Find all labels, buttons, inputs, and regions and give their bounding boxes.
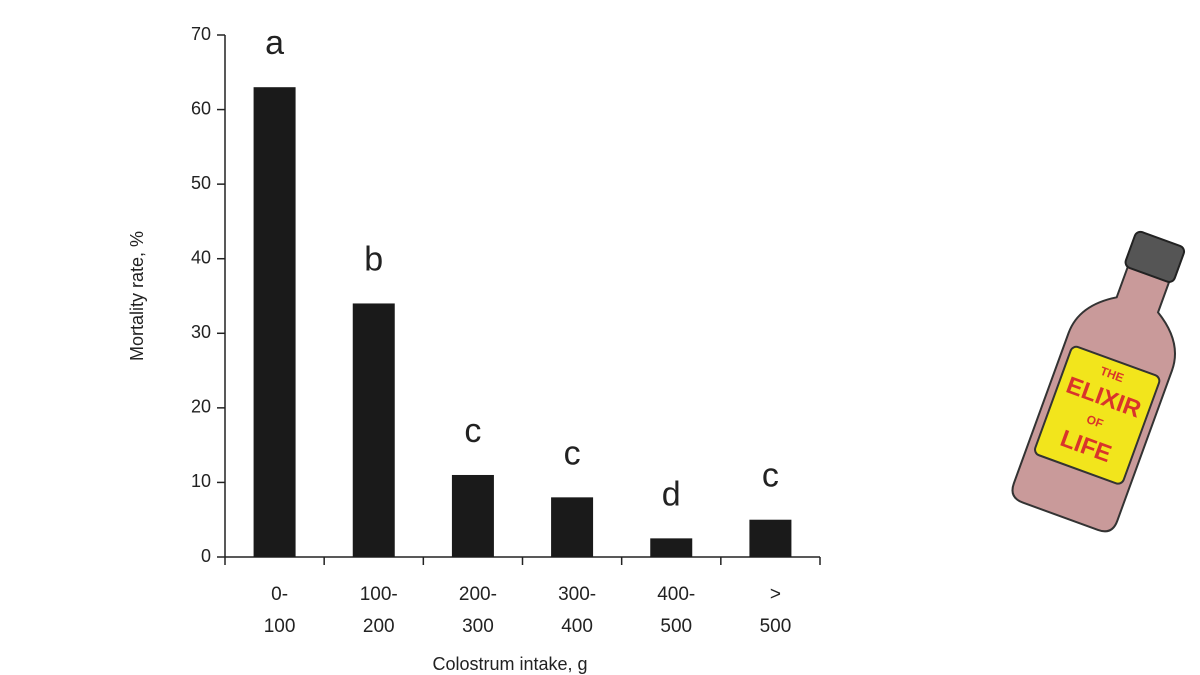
bar — [650, 538, 693, 557]
bar — [451, 474, 494, 557]
bar — [749, 519, 792, 557]
x-tick-label: 0- — [271, 584, 288, 605]
x-tick-label: 300 — [462, 616, 494, 637]
bottle-cap — [1124, 230, 1186, 283]
y-axis-label: Mortality rate, % — [127, 231, 147, 361]
significance-letter: a — [265, 24, 284, 62]
y-tick-label: 40 — [191, 247, 211, 267]
y-tick-label: 70 — [191, 24, 211, 44]
y-tick-label: 20 — [191, 397, 211, 417]
significance-letter: c — [464, 412, 481, 450]
y-tick-label: 30 — [191, 322, 211, 342]
bar — [352, 303, 395, 557]
x-tick-label: > — [770, 584, 781, 605]
significance-letter: c — [762, 457, 779, 495]
bottle-label-text: OF — [1085, 412, 1105, 431]
x-tick-label: 400 — [561, 616, 593, 637]
bottle-label — [1034, 345, 1161, 485]
significance-letter: c — [564, 434, 581, 472]
y-tick-label: 0 — [201, 546, 211, 566]
x-axis-label: Colostrum intake, g — [432, 654, 587, 674]
bar — [551, 497, 594, 557]
x-tick-label: 500 — [660, 616, 692, 637]
x-tick-label: 500 — [760, 616, 792, 637]
x-tick-label: 100 — [264, 616, 296, 637]
significance-letter: d — [662, 475, 681, 513]
bar — [253, 87, 296, 557]
x-tick-label: 400- — [657, 584, 695, 605]
x-tick-label: 200- — [459, 584, 497, 605]
y-tick-label: 50 — [191, 173, 211, 193]
significance-letter: b — [364, 240, 383, 278]
y-tick-label: 10 — [191, 471, 211, 491]
y-tick-label: 60 — [191, 98, 211, 118]
x-tick-label: 100- — [360, 584, 398, 605]
x-tick-label: 300- — [558, 584, 596, 605]
x-tick-label: 200 — [363, 616, 395, 637]
